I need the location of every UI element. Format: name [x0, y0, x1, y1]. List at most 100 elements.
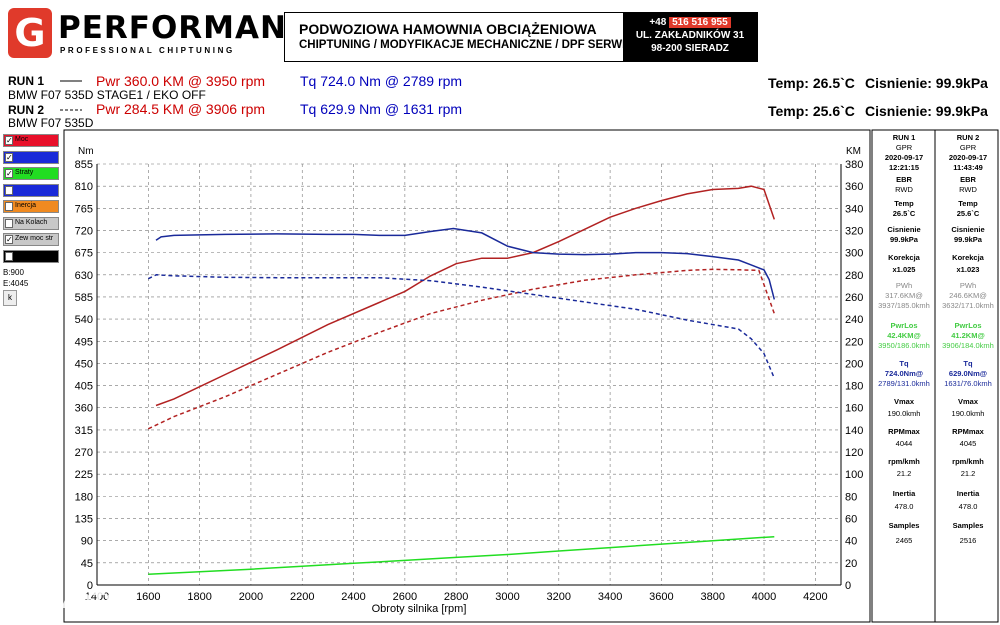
x-tick-label: 4000 [752, 591, 776, 603]
curve-toggle-label: Straty [15, 169, 34, 176]
stat-pwh2-run2: 3632/171.0kmh [942, 301, 994, 310]
k-button[interactable]: k [3, 290, 17, 306]
y-tick-label-right: 0 [845, 580, 851, 592]
run1-pressure: Cisnienie: 99.9kPa [865, 75, 988, 91]
y-tick-label-right: 340 [845, 203, 863, 215]
run2-torque: Tq 629.9 Nm @ 1631 rpm [300, 101, 463, 117]
stat-run-run1: RUN 1 [892, 133, 916, 142]
y-tick-label-left: 450 [75, 358, 93, 370]
stat-drive-code-run2: EBR [960, 175, 976, 184]
stat-fuel-run1: GPR [895, 143, 913, 152]
brand-tagline: PROFESSIONAL CHIPTUNING [60, 46, 235, 55]
stat-time-run1: 12:21:15 [888, 163, 920, 172]
stat-drive-code-run1: EBR [896, 175, 912, 184]
banner-services: CHIPTUNING / MODYFIKACJE MECHANICZNE / D… [299, 39, 633, 51]
curve-toggle-3[interactable] [3, 183, 59, 197]
curve-checkbox[interactable] [5, 185, 13, 195]
run1-line-sample [60, 80, 82, 82]
curve-toggle-label: Moc [15, 136, 29, 143]
phone-number: 516 516 955 [669, 17, 731, 28]
stat-tq-label-run1: Tq [899, 359, 909, 368]
stat-tq2-run2: 1631/76.0kmh [944, 379, 992, 388]
run2-pressure: Cisnienie: 99.9kPa [865, 103, 988, 119]
y-tick-label-right: 260 [845, 292, 863, 304]
y-tick-label-right: 380 [845, 159, 863, 171]
stat-samples-label-run1: Samples [888, 521, 920, 530]
x-tick-label: 2200 [290, 591, 314, 603]
stat-samples-run1: 2465 [895, 536, 913, 545]
stat-rpmkmh-run1: 21.2 [896, 469, 912, 478]
stat-run-run2: RUN 2 [956, 133, 980, 142]
banner-title: PODWOZIOWA HAMOWNIA OBCIĄŻENIOWA [299, 21, 597, 37]
run1-temp: Temp: 26.5`C [768, 75, 855, 91]
y-tick-label-right: 320 [845, 225, 863, 237]
curve-toggle-5[interactable]: Na Kolach [3, 216, 59, 230]
curve-checkbox[interactable]: ✓ [5, 152, 13, 162]
stat-rpmmax-run1: 4044 [895, 439, 913, 448]
curve-checkbox[interactable]: ✓ [5, 235, 13, 244]
stat-tq1-run1: 724.0Nm@ [884, 369, 924, 378]
stat-inertia-label-run2: Inertia [956, 489, 980, 498]
header-banner: PODWOZIOWA HAMOWNIA OBCIĄŻENIOWA CHIPTUN… [284, 12, 758, 62]
y-tick-label-left: 180 [75, 491, 93, 503]
stat-tq2-run1: 2789/131.0kmh [878, 379, 930, 388]
stat-correction-label-run1: Korekcja [888, 253, 920, 262]
stat-inertia-run1: 478.0 [894, 502, 914, 511]
curve-checkbox[interactable]: ✓ [5, 169, 13, 178]
stat-pwh-label-run2: PWh [959, 281, 977, 290]
y-tick-label-right: 120 [845, 447, 863, 459]
stat-rpmmax-run2: 4045 [959, 439, 977, 448]
y-tick-label-left: 135 [75, 514, 93, 526]
curve-checkbox[interactable] [5, 218, 13, 228]
run2-power: Pwr 284.5 KM @ 3906 rpm [96, 101, 266, 117]
y-tick-label-left: 540 [75, 314, 93, 326]
y-tick-label-right: 360 [845, 181, 863, 193]
y-tick-label-left: 360 [75, 403, 93, 415]
y-tick-label-right: 60 [845, 514, 857, 526]
chart-frame [63, 129, 871, 623]
y-axis-label-left: Nm [78, 146, 94, 157]
y-tick-label-left: 495 [75, 336, 93, 348]
curve-checkbox[interactable] [5, 251, 13, 261]
run1-label: RUN 1 [8, 74, 45, 88]
stat-temp-label-run2: Temp [958, 199, 978, 208]
stat-vmax-run1: 190.0kmh [887, 409, 921, 418]
run2-line-sample [60, 109, 82, 111]
stat-correction-label-run2: Korekcja [952, 253, 984, 262]
watermark-logo: OTOMOTO [4, 588, 124, 613]
curve-toggle-0[interactable]: ✓ Moc [3, 134, 59, 147]
y-tick-label-right: 160 [845, 403, 863, 415]
curve-toggle-4[interactable]: Inercja [3, 200, 59, 213]
y-tick-label-left: 270 [75, 447, 93, 459]
stat-pressure-label-run2: Cisnienie [951, 225, 985, 234]
run2-temp: Temp: 25.6`C [768, 103, 855, 119]
stat-rpmkmh-run2: 21.2 [960, 469, 976, 478]
curve-checkbox[interactable] [5, 202, 13, 211]
stat-inertia-run2: 478.0 [958, 502, 978, 511]
y-tick-label-left: 630 [75, 270, 93, 282]
y-tick-label-right: 280 [845, 270, 863, 282]
stat-date-run1: 2020-09-17 [884, 153, 924, 162]
stat-pressure-label-run1: Cisnienie [887, 225, 921, 234]
y-tick-label-right: 180 [845, 381, 863, 393]
y-tick-label-right: 100 [845, 469, 863, 481]
x-tick-label: 3000 [495, 591, 519, 603]
x-tick-label: 3400 [598, 591, 622, 603]
x-tick-label: 2000 [239, 591, 263, 603]
curve-toggle-2[interactable]: ✓ Straty [3, 167, 59, 180]
y-tick-label-right: 140 [845, 425, 863, 437]
stat-temp-run1: 26.5`C [892, 209, 916, 218]
run1-torque: Tq 724.0 Nm @ 2789 rpm [300, 73, 463, 89]
curve-toggle-7[interactable] [3, 249, 59, 263]
x-axis-label: Obroty silnika [rpm] [372, 603, 467, 615]
series-line-4 [148, 535, 775, 575]
curve-toggle-6[interactable]: ✓ Zew moc str [3, 233, 59, 246]
x-tick-label: 2400 [341, 591, 365, 603]
address-city: 98-200 SIERADZ [651, 43, 729, 54]
curve-toggle-1[interactable]: ✓ [3, 150, 59, 164]
y-axis-label-right: KM [846, 146, 861, 157]
curve-checkbox[interactable]: ✓ [5, 136, 13, 145]
y-tick-label-right: 200 [845, 358, 863, 370]
x-tick-label: 3800 [700, 591, 724, 603]
